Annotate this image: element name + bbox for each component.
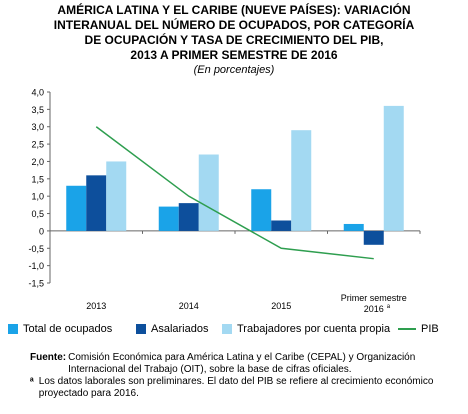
chart-subtitle: (En porcentajes) (193, 64, 275, 76)
bar-total-de-ocupados-2 (251, 189, 272, 231)
legend-swatch-total (8, 324, 18, 334)
bar-trabajadores-por-cuenta-propia-2 (291, 130, 312, 231)
legend-line-pib (398, 328, 416, 330)
legend-swatch-cuenta-propia (222, 324, 232, 334)
bar-trabajadores-por-cuenta-propia-3 (383, 105, 404, 231)
title-line-2: INTERANUAL DEL NÚMERO DE OCUPADOS, POR C… (53, 18, 415, 32)
source-note: Fuente: Comisión Económica para América … (30, 352, 460, 376)
title-line-3: DE OCUPACIÓN Y TASA DE CRECIMIENTO DEL P… (84, 33, 384, 47)
y-tick-label: 2,5 (31, 140, 44, 150)
y-tick-label: 2,0 (31, 157, 44, 167)
y-tick-label: 0 (39, 226, 44, 236)
bar-asalariados-0 (86, 175, 107, 231)
x-tick-footnote-marker: a (387, 304, 391, 310)
footnote: ᵃ Los datos laborales son preliminares. … (30, 376, 460, 400)
legend-swatch-asalariados (136, 324, 146, 334)
legend-item-pib: PIB (398, 323, 439, 335)
bar-asalariados-3 (363, 230, 384, 245)
y-tick-label: 0,5 (31, 209, 44, 219)
y-tick-label: 1,5 (31, 174, 44, 184)
title-line-1: AMÉRICA LATINA Y EL CARIBE (NUEVE PAÍSES… (57, 3, 411, 17)
legend-label-pib: PIB (421, 323, 439, 335)
bar-total-de-ocupados-0 (66, 185, 87, 231)
y-tick-label: 3,5 (31, 105, 44, 115)
bar-total-de-ocupados-1 (158, 206, 179, 231)
y-tick-label: 1,0 (31, 192, 44, 202)
y-tick-label: -1,0 (28, 261, 44, 271)
y-tick-label: 3,0 (31, 122, 44, 132)
x-tick-label: 2016 (364, 304, 384, 314)
legend-label-total: Total de ocupados (23, 323, 113, 335)
chart-notes: Fuente: Comisión Económica para América … (30, 352, 460, 400)
x-tick-label: 2014 (179, 301, 199, 311)
y-tick-label: 4,0 (31, 88, 44, 98)
legend-label-asalariados: Asalariados (151, 323, 209, 335)
bar-asalariados-1 (178, 203, 199, 231)
footnote-text: Los datos laborales son preliminares. El… (38, 376, 434, 399)
legend-item-asalariados: Asalariados (136, 323, 208, 335)
title-line-4: 2013 A PRIMER SEMESTRE DE 2016 (130, 48, 338, 62)
bar-trabajadores-por-cuenta-propia-1 (198, 154, 219, 231)
bar-trabajadores-por-cuenta-propia-0 (106, 161, 127, 231)
y-tick-label: -0,5 (28, 244, 44, 254)
legend-item-total: Total de ocupados (8, 323, 112, 335)
line-pib (95, 126, 374, 260)
y-tick-label: -1,5 (28, 279, 44, 289)
bar-total-de-ocupados-3 (343, 223, 364, 231)
chart-legend: Total de ocupados Asalariados Trabajador… (8, 323, 468, 341)
x-tick-label: 2015 (271, 301, 291, 311)
footnote-label: ᵃ (30, 376, 34, 387)
chart-title: AMÉRICA LATINA Y EL CARIBE (NUEVE PAÍSES… (0, 3, 468, 63)
legend-item-cuenta-propia: Trabajadores por cuenta propia (222, 323, 390, 335)
bar-asalariados-2 (271, 220, 292, 231)
x-tick-label: 2013 (86, 301, 106, 311)
chart-plot: 4,0 3,5 3,0 2,5 2,0 1,5 1,0 0,5 0 -0,5 -1,0 -1,5 201… (28, 88, 421, 314)
source-label: Fuente: (30, 352, 67, 363)
legend-label-cuenta-propia: Trabajadores por cuenta propia (237, 323, 391, 335)
source-text: Comisión Económica para América Latina y… (68, 352, 416, 375)
x-tick-label: Primer semestre (341, 293, 407, 303)
